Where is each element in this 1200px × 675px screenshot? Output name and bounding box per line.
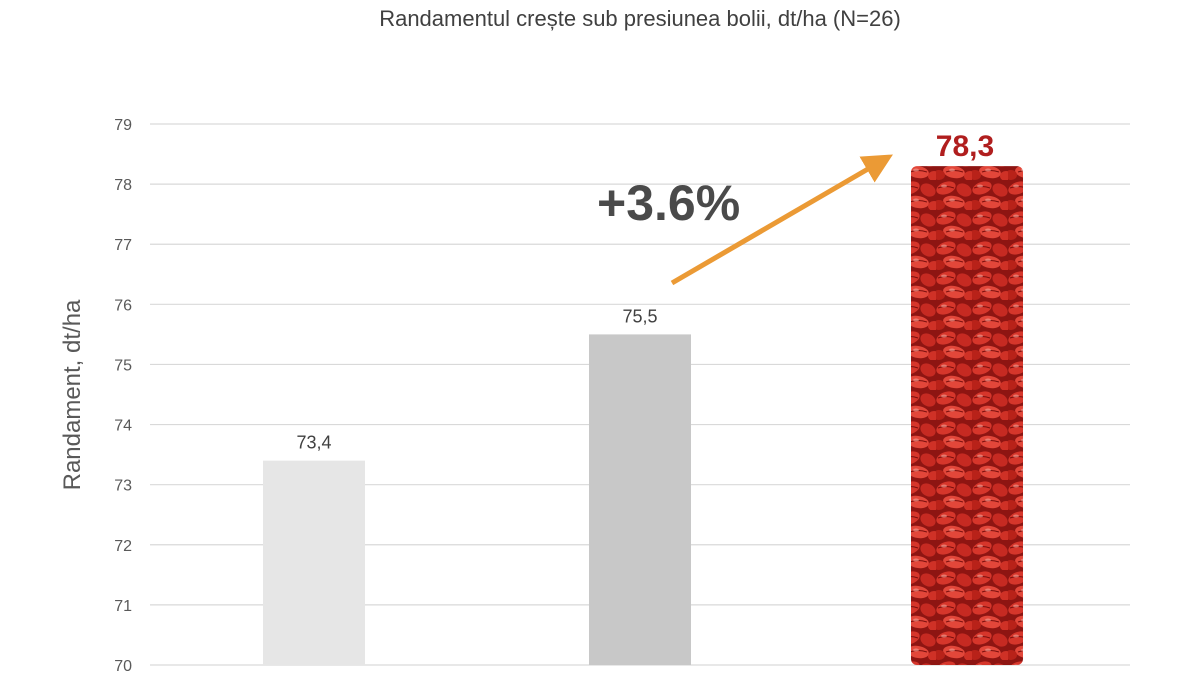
- data-label: 78,3: [936, 130, 994, 163]
- data-label: 73,4: [296, 433, 331, 453]
- y-axis-title: Randament, dt/ha: [59, 299, 86, 490]
- y-tick-label: 74: [114, 418, 132, 435]
- bar: [263, 460, 365, 665]
- y-tick-label: 76: [114, 297, 132, 314]
- increase-arrow: [670, 154, 893, 286]
- y-tick-label: 77: [114, 237, 132, 254]
- y-tick-label: 70: [114, 658, 132, 675]
- increase-annotation: +3.6%: [597, 175, 740, 231]
- bars: [263, 166, 1023, 666]
- data-label: 75,5: [622, 306, 657, 326]
- y-tick-label: 75: [114, 357, 132, 374]
- y-tick-label: 79: [114, 117, 132, 134]
- y-tick-label: 71: [114, 598, 132, 615]
- y-axis-ticks: 70 71 72 73 74 75 76 77 78 79: [114, 117, 132, 675]
- y-tick-label: 72: [114, 538, 132, 555]
- data-labels: 73,4 75,5 78,3: [296, 130, 994, 453]
- chart-title: Randamentul crește sub presiunea bolii, …: [379, 6, 901, 31]
- y-tick-label: 78: [114, 177, 132, 194]
- bar: [911, 166, 1023, 666]
- bar: [589, 334, 691, 665]
- y-tick-label: 73: [114, 478, 132, 495]
